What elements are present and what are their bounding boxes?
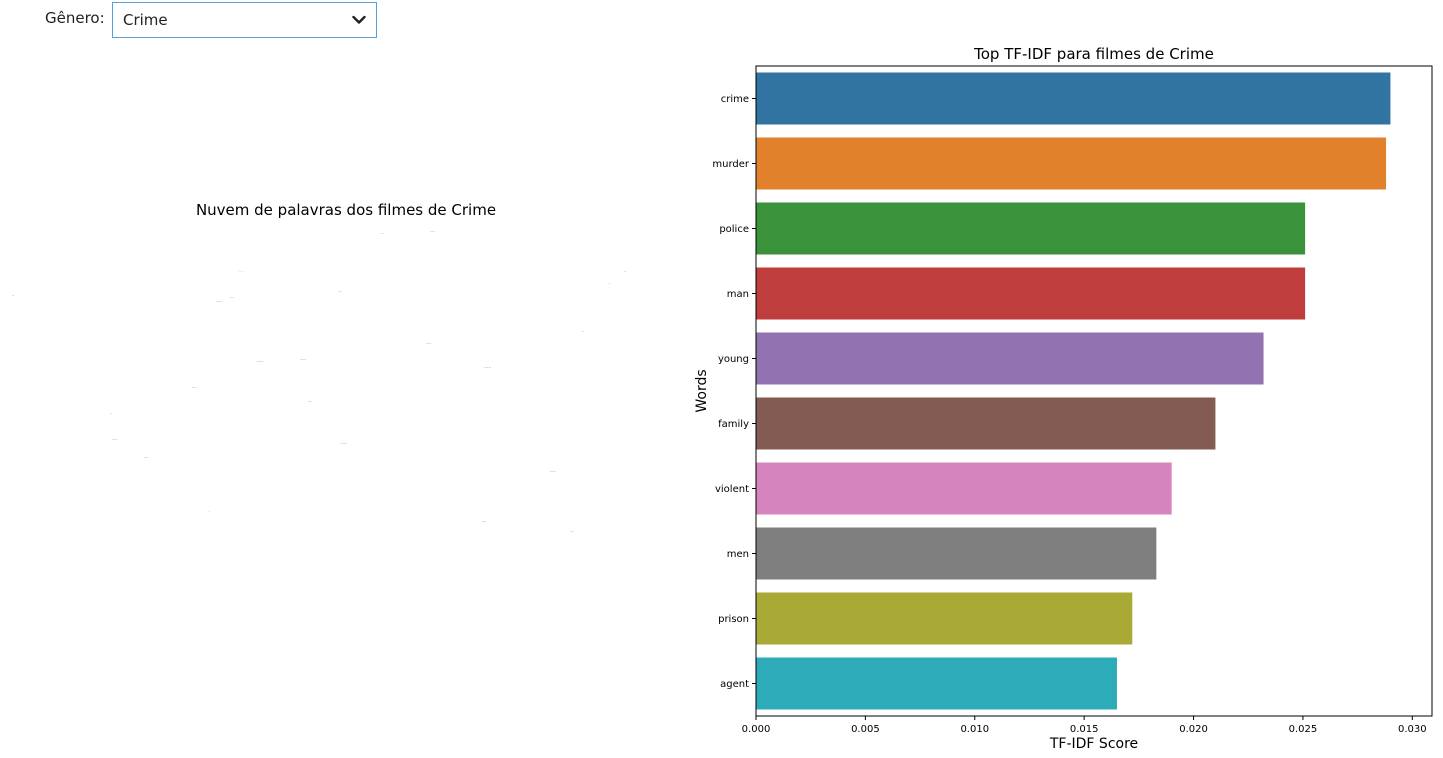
genre-dropdown-value: Crime <box>123 11 168 29</box>
cloud-word: executive <box>112 440 118 441</box>
y-tick-label: men <box>727 549 749 560</box>
bar <box>756 137 1387 190</box>
cloud-word: help <box>110 414 113 415</box>
cloud-word: investigate <box>238 272 245 273</box>
genre-dropdown[interactable]: Crime <box>112 2 377 38</box>
x-tick-label: 0.005 <box>851 724 880 735</box>
bar <box>756 332 1264 385</box>
genre-label: Gênero: <box>45 9 105 27</box>
x-axis-label: TF-IDF Score <box>1049 736 1138 752</box>
cloud-word: culprit <box>570 532 575 533</box>
bar <box>756 202 1306 255</box>
y-axis-label: Words <box>694 369 710 412</box>
bar <box>756 657 1117 710</box>
plot-frame <box>755 65 1433 717</box>
x-tick-label: 0.030 <box>1398 724 1427 735</box>
y-tick-label: man <box>727 289 749 300</box>
bar <box>756 72 1391 125</box>
y-tick-label: crime <box>721 94 749 105</box>
cloud-word: commit <box>308 402 312 403</box>
cloud-word: attempt <box>144 458 149 459</box>
cloud-word: criminal <box>430 232 435 233</box>
bar <box>756 527 1157 580</box>
cloud-word: former <box>338 292 342 293</box>
cloud-word: desperate <box>426 344 432 345</box>
cloud-word: brother <box>192 388 197 389</box>
x-tick-label: 0.025 <box>1289 724 1318 735</box>
chevron-down-icon <box>352 15 366 24</box>
cloud-word: Depression <box>550 472 557 473</box>
bar <box>756 462 1172 515</box>
x-tick-label: 0.000 <box>742 724 771 735</box>
cloud-word: day <box>582 332 584 333</box>
y-tick-label: young <box>718 354 749 365</box>
bar <box>756 397 1216 450</box>
x-tick-label: 0.010 <box>960 724 989 735</box>
wordcloud-title: Nuvem de palavras dos filmes de Crime <box>195 201 497 219</box>
cloud-word: relationship <box>340 444 348 445</box>
bar <box>756 592 1133 645</box>
x-tick-label: 0.020 <box>1179 724 1208 735</box>
cloud-word: daughter <box>482 522 487 523</box>
cloud-word: now <box>624 272 626 273</box>
bar <box>756 267 1306 320</box>
y-tick-label: murder <box>712 159 750 170</box>
y-tick-label: agent <box>720 679 749 690</box>
wordcloud: youngtwomanmurdercrimeonepolicefamilyfri… <box>12 222 680 560</box>
cloud-word: government <box>12 296 15 297</box>
cloud-word: London <box>230 298 234 299</box>
y-tick-label: violent <box>715 484 749 495</box>
cloud-word: investigator <box>256 362 264 363</box>
y-tick-label: prison <box>718 614 749 625</box>
x-tick-label: 0.015 <box>1070 724 1099 735</box>
y-tick-label: police <box>719 224 749 235</box>
y-tick-label: family <box>718 419 749 430</box>
bar-chart-title: Top TF-IDF para filmes de Crime <box>974 45 1214 63</box>
cloud-word: find <box>608 284 611 285</box>
cloud-word: redemption <box>216 302 223 303</box>
cloud-word: prison <box>380 234 384 235</box>
cloud-word: unexpected <box>300 360 307 361</box>
cloud-word: cop <box>208 512 210 513</box>
cloud-word: professional <box>484 368 492 369</box>
